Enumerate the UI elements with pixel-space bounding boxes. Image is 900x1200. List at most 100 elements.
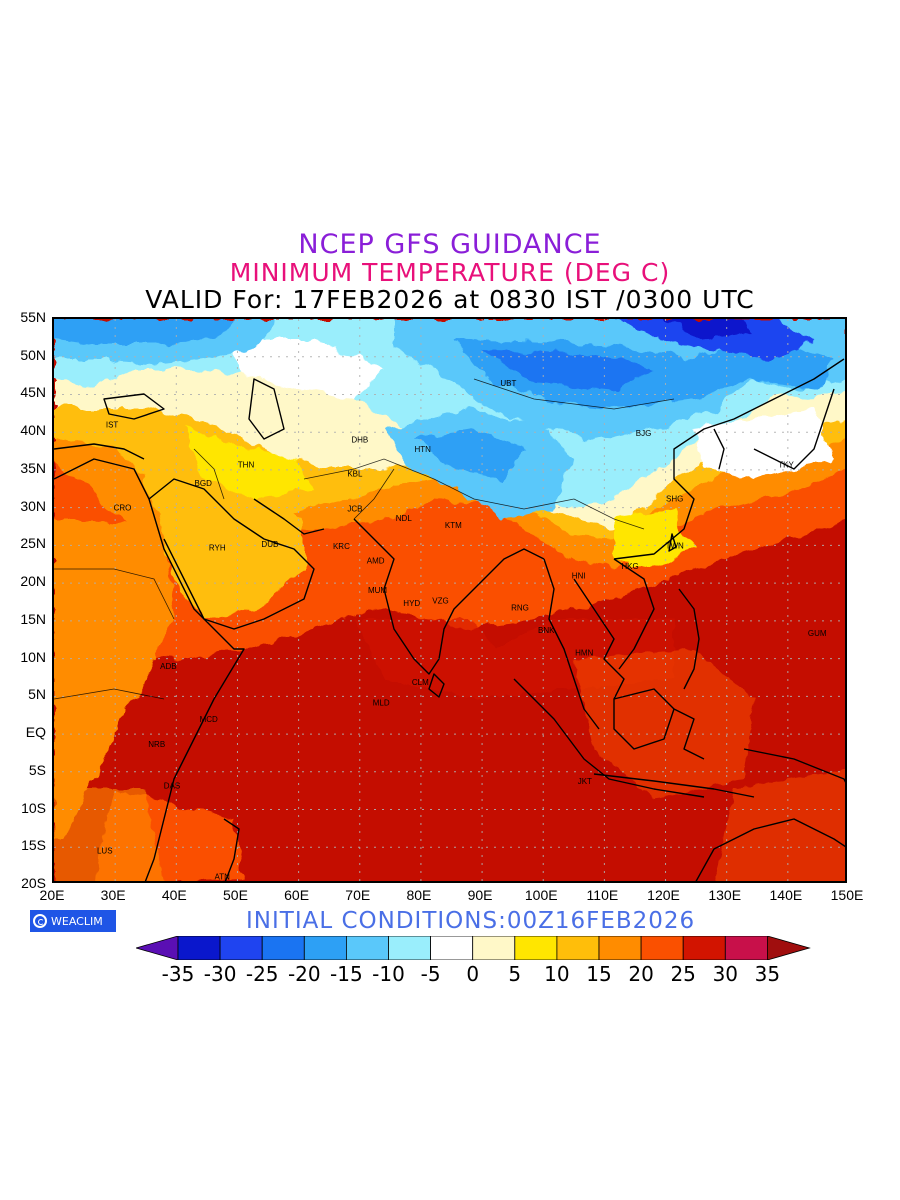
- station-vzg: VZG: [432, 596, 448, 605]
- station-kbl: KBL: [347, 470, 363, 479]
- lon-tick-label: 60E: [284, 887, 310, 903]
- lon-tick-label: 120E: [647, 887, 680, 903]
- color-bar-bin: [430, 936, 474, 960]
- station-tky: TKY: [778, 461, 794, 470]
- lon-tick-label: 130E: [708, 887, 742, 903]
- lon-tick-label: 80E: [406, 887, 432, 903]
- station-adb: ADB: [160, 662, 176, 671]
- lon-tick-label: 20E: [39, 887, 65, 903]
- station-shg: SHG: [666, 495, 683, 504]
- borders: [54, 378, 675, 700]
- ocean-patches: [54, 619, 845, 881]
- color-bar-bin: [640, 936, 684, 960]
- lon-tick-label: 40E: [161, 887, 187, 903]
- color-bar-below: [136, 936, 179, 960]
- lon-tick-label: 100E: [524, 887, 558, 903]
- station-ndl: NDL: [396, 514, 413, 523]
- color-bar-label: 35: [754, 962, 781, 986]
- station-jkt: JKT: [578, 777, 592, 786]
- temperature-map: UBT BJG DHB HTN IST THN KBL TKY BGD SHG CRO JCB NDL K…: [52, 317, 847, 883]
- color-bar-bin: [598, 936, 642, 960]
- initial-conditions: INITIAL CONDITIONS:00Z16FEB2026: [246, 908, 696, 934]
- lat-tick-label: 15S: [21, 837, 46, 854]
- station-bgd: BGD: [195, 479, 213, 488]
- lat-tick-label: 20S: [21, 875, 46, 891]
- color-bar-bin: [472, 936, 516, 960]
- title-line-3: VALID For: 17FEB2026 at 0830 IST /0300 U…: [145, 285, 755, 314]
- lat-tick-label: EQ: [25, 724, 46, 741]
- station-lus: LUS: [97, 846, 113, 855]
- station-ryh: RYH: [209, 544, 226, 553]
- lon-tick-label: 30E: [100, 887, 126, 903]
- station-mcd: MCD: [200, 715, 218, 724]
- station-das: DAS: [164, 781, 180, 790]
- station-hkg: HKG: [621, 562, 638, 571]
- station-bjg: BJG: [636, 429, 652, 438]
- station-gum: GUM: [808, 629, 827, 638]
- color-bar-bin: [219, 936, 263, 960]
- lon-tick-label: 110E: [586, 887, 619, 903]
- color-bar-bin: [724, 936, 768, 960]
- station-dub: DUB: [261, 540, 278, 549]
- color-bar-bin: [261, 936, 305, 960]
- lat-tick-label: 50N: [20, 346, 46, 363]
- lat-tick-label: 25N: [20, 535, 46, 552]
- color-bar-label: -10: [372, 962, 405, 986]
- coastlines: [54, 358, 845, 881]
- color-bar-bin: [345, 936, 389, 960]
- station-amd: AMD: [367, 556, 385, 565]
- lon-tick-label: 140E: [769, 887, 803, 903]
- color-bar-bin: [177, 936, 221, 960]
- lon-tick-label: 90E: [467, 887, 493, 903]
- station-hyd: HYD: [403, 599, 420, 608]
- station-nrb: NRB: [148, 740, 165, 749]
- color-bar: [136, 936, 811, 960]
- station-labels: UBT BJG DHB HTN IST THN KBL TKY BGD SHG CRO JCB NDL K…: [97, 379, 827, 882]
- color-bar-label: 30: [712, 962, 739, 986]
- color-bar-label: -30: [203, 962, 237, 986]
- station-bnk: BNK: [538, 626, 555, 635]
- lat-tick-label: 5N: [28, 686, 46, 703]
- color-bar-bin: [388, 936, 431, 960]
- station-ubt: UBT: [500, 379, 516, 388]
- station-mld: MLD: [373, 698, 390, 707]
- color-bar-bin: [682, 936, 726, 960]
- lat-tick-label: 40N: [20, 422, 46, 439]
- lat-tick-label: 45N: [20, 384, 46, 401]
- lat-tick-label: 5S: [28, 761, 46, 778]
- color-bar-label: -25: [245, 962, 279, 986]
- station-mum: MUM: [368, 586, 387, 595]
- station-ktm: KTM: [445, 521, 462, 530]
- station-clm: CLM: [412, 678, 429, 687]
- title-line-2: MINIMUM TEMPERATURE (DEG C): [229, 258, 671, 287]
- color-bar-label: -5: [420, 962, 441, 986]
- lat-tick-label: 15N: [20, 610, 46, 627]
- color-bar-label: -35: [161, 962, 195, 986]
- lon-tick-label: 70E: [345, 887, 371, 903]
- logo-icon: [33, 914, 47, 928]
- color-bar-label: -15: [330, 962, 363, 986]
- color-bar-label: 15: [586, 962, 612, 986]
- weaclim-logo: WEACLIM: [30, 910, 116, 932]
- color-bar-label: 5: [508, 962, 522, 986]
- color-bar-label: -20: [287, 962, 321, 986]
- lon-tick-label: 150E: [830, 887, 864, 903]
- station-rng: RNG: [511, 603, 529, 612]
- lat-tick-label: 20N: [20, 573, 46, 590]
- color-bar-label: 25: [670, 962, 696, 986]
- station-cro: CRO: [114, 504, 132, 513]
- lat-tick-label: 10N: [20, 648, 46, 665]
- title-line-1: NCEP GFS GUIDANCE: [298, 229, 602, 260]
- lat-tick-label: 35N: [20, 459, 46, 476]
- station-atn: ATN: [214, 873, 230, 882]
- station-krc: KRC: [333, 542, 350, 551]
- color-bar-bin: [556, 936, 600, 960]
- station-ist: IST: [106, 421, 119, 430]
- station-hni: HNI: [572, 572, 586, 581]
- station-thn: THN: [238, 461, 255, 470]
- color-bar-label: 20: [628, 962, 654, 986]
- lat-tick-label: 30N: [20, 497, 46, 514]
- station-jcb: JCB: [347, 504, 362, 513]
- station-htn: HTN: [415, 445, 432, 454]
- color-bar-bin: [514, 936, 558, 960]
